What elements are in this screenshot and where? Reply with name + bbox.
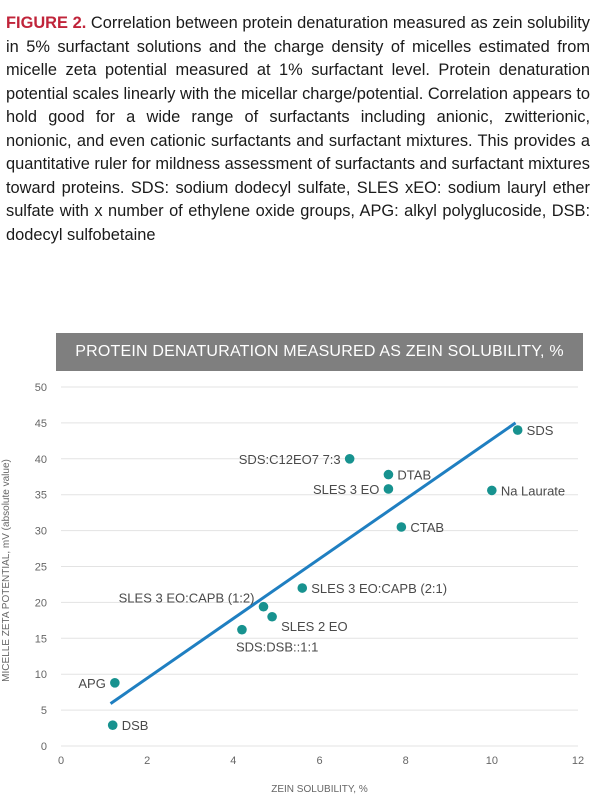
x-tick-label: 0 xyxy=(58,755,64,767)
caption-text: Correlation between protein denaturation… xyxy=(6,14,590,244)
point-label: APG xyxy=(78,676,105,691)
point-label: SLES 3 EO:CAPB (1:2) xyxy=(119,591,255,606)
x-tick-label: 8 xyxy=(403,755,409,767)
x-tick-label: 2 xyxy=(144,755,150,767)
data-point xyxy=(383,484,394,494)
y-tick-label: 50 xyxy=(35,382,47,394)
y-tick-label: 15 xyxy=(35,633,47,645)
data-point xyxy=(344,454,355,464)
data-point xyxy=(258,601,269,612)
x-axis-title: ZEIN SOLUBILITY, % xyxy=(271,784,368,795)
x-tick-label: 6 xyxy=(316,755,322,767)
point-label: SLES 3 EO:CAPB (2:1) xyxy=(311,581,447,596)
y-tick-label: 40 xyxy=(35,454,47,466)
point-label: SLES 2 EO xyxy=(281,619,347,634)
y-tick-label: 0 xyxy=(41,741,47,753)
x-tick-label: 4 xyxy=(230,755,236,767)
data-point xyxy=(487,485,497,496)
data-point xyxy=(396,522,407,532)
y-tick-label: 30 xyxy=(35,526,47,538)
point-label: SDS:C12EO7 7:3 xyxy=(239,452,341,467)
point-label: SLES 3 EO xyxy=(313,482,379,497)
figure-label: FIGURE 2. xyxy=(6,14,87,32)
data-point xyxy=(110,678,120,688)
point-label: DTAB xyxy=(397,468,431,483)
point-label: Na Laurate xyxy=(501,483,565,498)
point-label: DSB xyxy=(122,718,149,733)
y-tick-label: 35 xyxy=(35,490,47,502)
y-tick-label: 5 xyxy=(41,705,47,717)
data-point xyxy=(237,624,247,635)
x-tick-label: 12 xyxy=(572,755,584,767)
data-point xyxy=(267,611,277,622)
point-label: CTAB xyxy=(410,520,444,535)
y-tick-label: 25 xyxy=(35,562,47,574)
data-point xyxy=(297,583,308,593)
x-tick-label: 10 xyxy=(486,755,498,767)
y-tick-label: 45 xyxy=(35,418,47,430)
figure-caption: FIGURE 2. Correlation between protein de… xyxy=(6,12,590,247)
data-point xyxy=(512,425,523,435)
data-point xyxy=(107,720,118,730)
y-tick-label: 10 xyxy=(35,669,47,681)
data-point xyxy=(383,469,394,480)
chart-title: PROTEIN DENATURATION MEASURED AS ZEIN SO… xyxy=(56,333,583,371)
y-axis-title: MICELLE ZETA POTENTIAL, mV (absolute val… xyxy=(1,459,12,682)
y-tick-label: 20 xyxy=(35,597,47,609)
point-label: SDS xyxy=(527,423,554,438)
trendline xyxy=(109,421,517,705)
point-label: SDS:DSB::1:1 xyxy=(236,640,318,655)
